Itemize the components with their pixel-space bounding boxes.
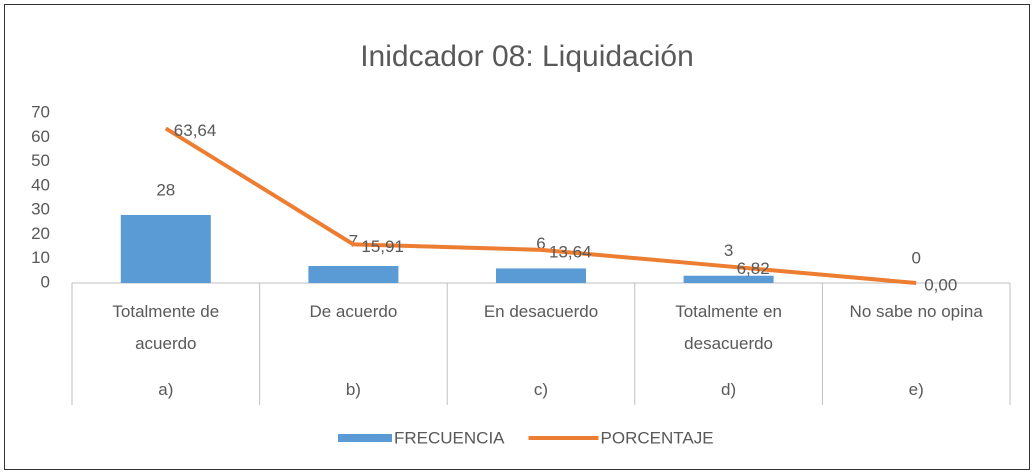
x-tick-label: Totalmente de acuerdo	[112, 302, 220, 353]
legend-label: PORCENTAJE	[601, 428, 714, 447]
y-tick-label: 20	[31, 224, 50, 243]
bar-value-label: 3	[724, 241, 733, 260]
y-tick-label: 10	[31, 248, 50, 267]
line-value-label: 6,82	[737, 259, 770, 278]
line-value-label: 0,00	[924, 275, 957, 294]
legend-swatch	[338, 434, 392, 442]
line-value-label: 15,91	[361, 237, 404, 256]
bar	[120, 215, 211, 283]
y-tick-label: 60	[31, 127, 50, 146]
x-group-label: a)	[158, 380, 174, 399]
bar-value-label: 6	[536, 234, 545, 253]
x-tick-label: Totalmente en desacuerdo	[675, 302, 782, 353]
line-value-label: 13,64	[549, 242, 592, 261]
x-group-label: b)	[345, 380, 361, 399]
bar-value-label: 0	[911, 248, 920, 267]
x-group-label: d)	[721, 380, 737, 399]
legend-label: FRECUENCIA	[394, 428, 505, 447]
y-tick-label: 40	[31, 175, 50, 194]
bar-value-label: 28	[156, 180, 175, 199]
y-tick-label: 30	[31, 200, 50, 219]
x-tick-label: En desacuerdo	[483, 302, 599, 321]
y-tick-label: 0	[41, 272, 50, 291]
bar-value-label: 7	[349, 231, 358, 250]
x-group-label: e)	[908, 380, 924, 399]
bar	[496, 268, 586, 283]
y-tick-label: 70	[31, 102, 50, 121]
x-tick-label: No sabe no opina	[849, 302, 983, 321]
chart-title: Inidcador 08: Liquidación	[360, 40, 694, 73]
x-group-label: c)	[533, 380, 549, 399]
x-tick-label: De acuerdo	[309, 302, 398, 321]
y-tick-label: 50	[31, 151, 50, 170]
line-value-label: 63,64	[174, 121, 217, 140]
bar	[308, 266, 399, 283]
bar	[683, 275, 774, 283]
line	[164, 126, 917, 285]
